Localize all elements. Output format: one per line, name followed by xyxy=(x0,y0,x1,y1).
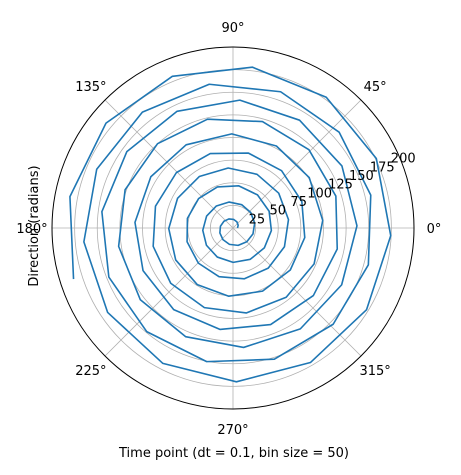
polar-frame xyxy=(51,46,415,410)
r-tick-label: 100 xyxy=(307,186,332,201)
x-axis-label: Time point (dt = 0.1, bin size = 50) xyxy=(118,446,349,461)
theta-tick-label: 225° xyxy=(75,364,106,379)
r-tick-label: 150 xyxy=(349,169,374,184)
theta-tick-label: 315° xyxy=(359,364,390,379)
angular-gridline xyxy=(104,99,234,229)
angular-gridline xyxy=(104,227,234,357)
theta-tick-label: 135° xyxy=(75,80,106,95)
r-tick-label: 50 xyxy=(270,204,287,219)
r-tick-label: 25 xyxy=(249,212,266,227)
series-line xyxy=(69,66,392,383)
frame-layer xyxy=(51,46,415,410)
r-tick-label: 200 xyxy=(391,152,416,167)
theta-tick-label: 45° xyxy=(364,80,387,95)
r-tick-label: 75 xyxy=(290,195,307,210)
theta-tick-label: 90° xyxy=(221,21,244,36)
r-tick-label: 125 xyxy=(328,178,353,193)
series-layer xyxy=(69,66,392,383)
theta-tick-label: 180° xyxy=(16,222,47,237)
theta-tick-label: 0° xyxy=(427,222,442,237)
theta-tick-label: 270° xyxy=(217,423,248,438)
r-tick-label: 175 xyxy=(370,160,395,175)
y-axis-label: Direction (radians) xyxy=(27,165,42,286)
angular-gridline xyxy=(232,99,362,229)
